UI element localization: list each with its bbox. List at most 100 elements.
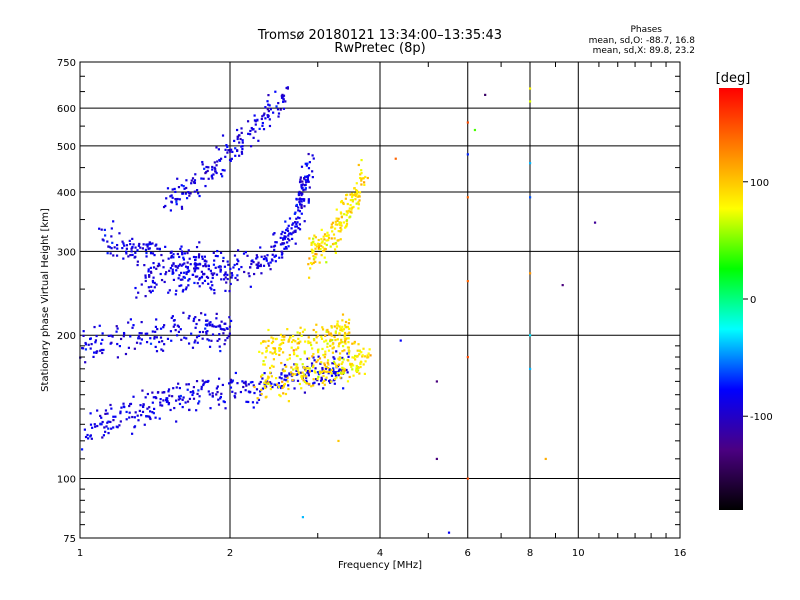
data-point-O [338, 368, 341, 371]
data-point-O [194, 256, 198, 259]
data-point-X [357, 343, 360, 346]
data-point-X [267, 381, 270, 384]
data-point-O [200, 276, 204, 279]
data-point-O [122, 331, 126, 335]
data-point-O [160, 278, 164, 282]
data-point-O [109, 252, 112, 255]
data-point-X [329, 344, 332, 347]
data-point-X [343, 341, 346, 344]
data-point-X [316, 334, 320, 337]
data-point [435, 380, 438, 383]
data-point-O [219, 251, 223, 254]
data-point-X [307, 341, 310, 345]
data-point-X [356, 369, 360, 372]
data-point [529, 162, 532, 165]
data-point-X [286, 358, 289, 361]
data-point-O [258, 382, 261, 385]
data-point-O [280, 253, 284, 256]
data-point-O [204, 184, 207, 188]
data-point-O [110, 247, 113, 250]
x-tick-label: 1 [77, 548, 83, 559]
data-point-O [178, 402, 182, 406]
data-point [301, 516, 305, 519]
data-point-X [310, 243, 313, 246]
data-point-O [122, 242, 125, 245]
data-point-O [182, 288, 185, 292]
data-point-O [177, 382, 180, 385]
data-point-O [337, 374, 340, 377]
data-point-X [334, 362, 337, 365]
data-point-O [175, 198, 178, 201]
data-point-O [211, 168, 214, 171]
data-point-O [213, 292, 216, 295]
data-point-O [287, 237, 290, 240]
data-point-X [294, 367, 297, 370]
data-point-O [157, 391, 160, 394]
data-point-O [262, 264, 266, 267]
data-point-O [112, 419, 115, 422]
data-point-O [94, 339, 98, 342]
data-point-X [274, 349, 277, 352]
data-point-O [156, 264, 159, 268]
data-point-O [128, 404, 131, 408]
data-point-X [309, 261, 313, 265]
data-point-O [196, 341, 199, 344]
data-point-X [299, 340, 302, 343]
data-point-O [84, 343, 88, 346]
data-point [473, 128, 477, 132]
data-point-O [134, 251, 137, 254]
data-point-X [341, 345, 345, 348]
data-point-O [299, 192, 302, 195]
data-point-O [220, 278, 223, 281]
data-point-X [321, 326, 324, 329]
data-point-O [171, 270, 174, 273]
data-point-O [247, 132, 250, 135]
data-point-O [206, 323, 209, 326]
data-point-O [111, 335, 114, 338]
data-point-O [170, 339, 173, 342]
data-point-O [174, 265, 178, 268]
data-point-O [167, 401, 171, 405]
data-point-O [195, 322, 198, 326]
data-point-X [320, 238, 323, 241]
data-point-O [300, 185, 303, 188]
data-point [484, 93, 487, 96]
data-point-X [351, 194, 354, 197]
data-point-O [187, 383, 190, 386]
data-point-X [347, 327, 351, 331]
data-point-O [226, 145, 229, 148]
data-point-X [340, 212, 343, 215]
data-point-X [345, 213, 348, 217]
data-point-O [224, 407, 227, 410]
data-point-O [224, 339, 227, 342]
data-point-X [352, 364, 355, 367]
data-point-O [236, 149, 239, 152]
data-point-O [216, 160, 219, 163]
x-tick-label: 16 [674, 548, 687, 559]
data-point-O [136, 263, 139, 267]
data-point-O [311, 170, 314, 173]
data-point-X [272, 365, 275, 368]
data-point-O [257, 398, 261, 401]
data-point-O [234, 147, 237, 150]
data-point-O [112, 426, 115, 429]
data-point-O [115, 330, 118, 333]
data-point-X [311, 249, 314, 252]
data-point-O [198, 330, 202, 334]
data-point-X [345, 219, 349, 222]
data-point-O [303, 391, 306, 394]
data-point-O [182, 311, 185, 314]
data-point-X [280, 361, 283, 365]
data-point-O [245, 384, 248, 387]
data-point-O [264, 117, 267, 120]
data-point-O [319, 379, 323, 382]
data-point-X [352, 374, 355, 377]
data-point-X [290, 346, 293, 349]
data-point-O [155, 318, 158, 321]
data-point-O [181, 278, 184, 281]
data-point-O [138, 337, 141, 340]
data-point-O [101, 436, 104, 439]
data-point-O [99, 414, 102, 418]
data-point-O [261, 377, 264, 380]
data-point-O [112, 415, 115, 418]
